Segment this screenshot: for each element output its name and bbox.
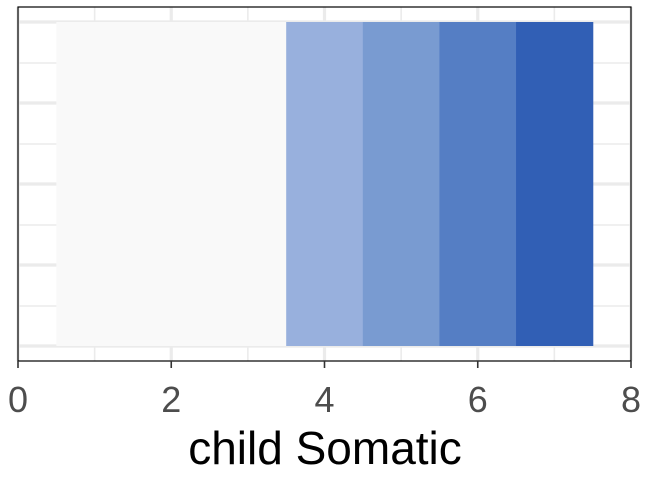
x-tick-label: 8	[621, 379, 641, 420]
x-axis-title: child Somatic	[188, 422, 462, 474]
bar-6	[439, 22, 517, 346]
bar-4	[286, 22, 364, 346]
bar-7	[516, 22, 594, 346]
x-tick-label: 6	[468, 379, 488, 420]
bar-2	[132, 22, 211, 346]
bar-3	[209, 22, 287, 346]
x-axis-tick-labels: 0 2 4 6 8	[8, 379, 641, 420]
x-axis-ticks	[17, 361, 632, 368]
x-tick-label: 4	[314, 379, 334, 420]
bar-1	[56, 22, 134, 346]
bars	[56, 22, 594, 346]
x-tick-label: 0	[8, 379, 28, 420]
x-tick-label: 2	[161, 379, 181, 420]
bar-5	[362, 22, 441, 346]
